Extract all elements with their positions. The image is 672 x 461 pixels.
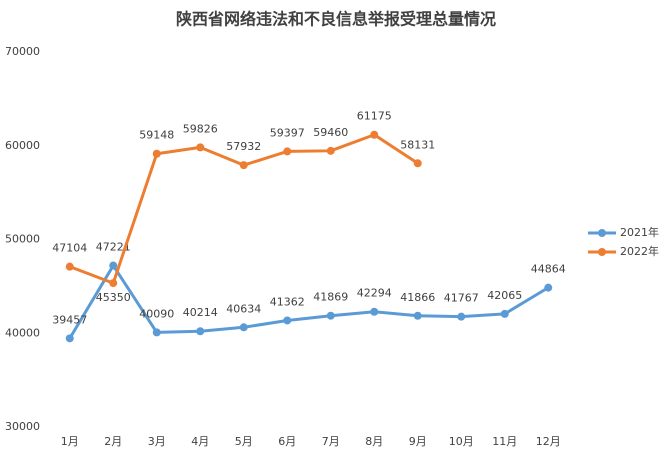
point (413, 311, 422, 320)
point (326, 146, 335, 155)
chart-title: 陕西省网络违法和不良信息举报受理总量情况 (176, 10, 496, 29)
data-label: 40214 (183, 306, 218, 319)
y-tick-label: 40000 (5, 326, 40, 339)
x-tick-label: 3月 (148, 435, 166, 448)
point (370, 307, 379, 316)
data-label: 45350 (96, 291, 131, 304)
legend-label: 2022年 (620, 244, 659, 258)
y-tick-label: 50000 (5, 233, 40, 246)
point (109, 261, 118, 270)
point (239, 161, 248, 170)
data-label: 41767 (444, 292, 479, 305)
data-label: 44864 (531, 263, 566, 276)
data-label: 42065 (487, 289, 522, 302)
y-tick-label: 70000 (5, 45, 40, 58)
x-tick-label: 12月 (536, 435, 561, 448)
data-label: 41866 (400, 291, 435, 304)
point (283, 316, 292, 325)
x-tick-label: 9月 (409, 435, 427, 448)
legend-marker (598, 229, 606, 237)
point (370, 130, 379, 139)
data-label: 59460 (313, 126, 348, 139)
point (196, 143, 205, 152)
point (65, 334, 74, 343)
data-label: 58131 (400, 138, 435, 151)
x-tick-label: 2月 (104, 435, 122, 448)
legend-marker (598, 248, 606, 256)
x-tick-label: 8月 (365, 435, 383, 448)
data-label: 61175 (357, 110, 392, 123)
point (500, 309, 509, 318)
legend-label: 2021年 (620, 225, 659, 239)
data-label: 40634 (226, 302, 261, 315)
point (239, 323, 248, 332)
point (152, 149, 161, 158)
point (413, 159, 422, 168)
x-tick-label: 1月 (61, 435, 79, 448)
y-tick-label: 30000 (5, 420, 40, 433)
point (457, 312, 466, 321)
data-label: 59397 (270, 126, 305, 139)
x-tick-label: 4月 (191, 435, 209, 448)
data-label: 39457 (52, 313, 87, 326)
data-label: 41869 (313, 291, 348, 304)
point (196, 327, 205, 336)
data-label: 40090 (139, 307, 174, 320)
x-tick-label: 7月 (322, 435, 340, 448)
data-label: 41362 (270, 295, 305, 308)
data-label: 59826 (183, 122, 218, 135)
point (326, 311, 335, 320)
data-label: 59148 (139, 129, 174, 142)
point (109, 279, 118, 288)
series-line (68, 264, 550, 340)
x-tick-label: 5月 (235, 435, 253, 448)
point (65, 262, 74, 271)
x-tick-label: 11月 (492, 435, 517, 448)
data-label: 47104 (52, 242, 87, 255)
x-tick-label: 10月 (449, 435, 474, 448)
point (152, 328, 161, 337)
data-label: 47221 (96, 241, 131, 254)
data-label: 42294 (357, 287, 392, 300)
data-label: 57932 (226, 140, 261, 153)
y-tick-label: 60000 (5, 139, 40, 152)
point (283, 147, 292, 156)
x-tick-label: 6月 (278, 435, 296, 448)
point (544, 283, 553, 292)
